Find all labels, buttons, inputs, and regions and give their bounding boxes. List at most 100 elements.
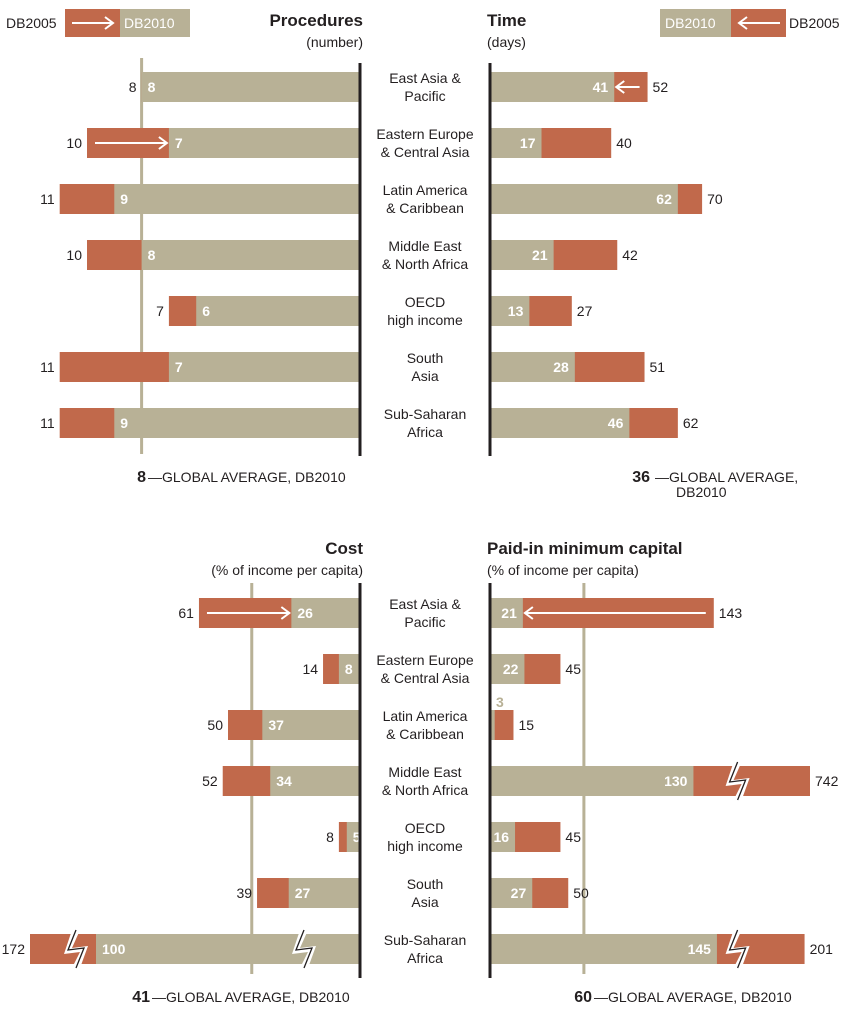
legend-left-from-label: DB2005 [6,15,57,31]
data-label-db2005: 27 [577,303,593,319]
bar-db2010 [490,598,523,628]
global-average-value: 60 [574,989,592,1006]
data-label-db2005: 14 [302,661,318,677]
data-label-db2005: 42 [622,247,638,263]
data-label-db2005: 8 [129,79,137,95]
bar-row: 130 742 [490,761,839,801]
data-label-db2005: 50 [573,885,589,901]
global-average-value: 41 [132,989,150,1006]
data-label-db2010: 9 [120,191,128,207]
bar-row: 9 11 [40,408,360,438]
data-label-db2005: 50 [207,717,223,733]
data-label-db2005: 8 [326,829,334,845]
change-arrowhead-icon [280,606,292,620]
data-label-db2010: 6 [202,303,210,319]
region-labels: East Asia & Pacific Eastern Europe & Centra… [376,70,473,966]
bar-db2010 [490,822,516,852]
global-average-label: —GLOBAL AVERAGE, DB2010 [152,989,350,1005]
bar-db2010 [490,72,615,102]
region-label-sub-saharan-africa: Sub-Saharan Africa [384,932,467,966]
data-label-db2010: 27 [511,885,527,901]
bar-db2010 [490,654,525,684]
global-average-value: 8 [137,469,146,486]
legend-left: DB2005 DB2010 [6,9,190,37]
bar-row: 7 11 [40,352,360,382]
bar-db2010 [338,654,360,684]
bar-row: 62 70 [490,184,723,214]
legend-right-arrowhead-icon [737,16,748,30]
panel-cost: Cost(% of income per capita)266181437503… [2,539,364,1006]
bar-row: 21 42 [490,240,638,270]
data-label-db2010: 26 [297,605,313,621]
data-label-db2010: 8 [148,79,156,95]
bar-row: 13 27 [490,296,593,326]
legend-right-to-label: DB2005 [789,15,840,31]
data-label-db2010: 145 [688,941,712,957]
legend-right: DB2010 DB2005 [660,9,840,37]
data-label-db2005: 172 [2,941,26,957]
data-label-db2005: 742 [815,773,839,789]
data-label-db2005: 11 [40,415,55,431]
global-average-label: —GLOBAL AVERAGE, DB2010 [148,469,346,485]
region-label-east-asia-pacific: East Asia & Pacific [389,596,461,630]
data-label-db2010: 7 [175,135,183,151]
panel-subtitle: (days) [487,34,526,50]
global-average-label: —GLOBAL AVERAGE, DB2010 [594,989,792,1005]
data-label-db2010: 27 [295,885,311,901]
global-average-label-2: DB2010 [676,484,727,500]
bar-db2010 [114,184,360,214]
data-label-db2005: 143 [719,605,743,621]
bar-db2010 [96,934,360,964]
bar-row: 27 50 [490,878,589,908]
data-label-db2010: 9 [120,415,128,431]
bar-db2010 [168,352,360,382]
data-label-db2005: 70 [707,191,723,207]
global-average-value: 36 [632,469,650,486]
legend-left-to-label: DB2010 [124,15,175,31]
data-label-db2005: 62 [683,415,699,431]
bar-db2005 [490,710,514,740]
data-label-db2010: 13 [508,303,524,319]
bar-row: 9 11 [40,184,360,214]
data-label-db2005: 52 [202,773,218,789]
data-label-db2010: 3 [496,694,504,710]
data-label-db2010: 16 [493,829,509,845]
data-label-db2005: 39 [236,885,252,901]
bar-db2010 [490,352,575,382]
region-label-oecd-high-income: OECD high income [387,294,463,328]
data-label-db2005: 45 [565,661,581,677]
bar-db2010 [490,766,694,796]
panel-title: Procedures [269,11,363,30]
bar-row: 58 [326,822,361,852]
data-label-db2005: 7 [156,303,164,319]
data-label-db2005: 11 [40,191,55,207]
bar-row: 34 52 [202,766,360,796]
bar-db2010 [490,240,554,270]
legend-right-from-label: DB2010 [665,15,716,31]
region-label-middle-east-north-africa: Middle East & North Africa [382,764,469,798]
bar-row: 8 14 [302,654,360,684]
bar-db2010 [490,296,530,326]
bar-db2010 [196,296,360,326]
bar-db2010 [288,878,360,908]
bar-db2010 [114,408,360,438]
data-label-db2010: 46 [608,415,624,431]
bar-row: 67 [156,296,360,326]
data-label-db2005: 61 [178,605,194,621]
bar-row: 88 [129,72,360,102]
region-label-east-asia-pacific: East Asia & Pacific [389,70,461,104]
data-label-db2005: 51 [650,359,666,375]
panel-title: Paid-in minimum capital [487,539,683,558]
bar-db2010 [141,72,360,102]
region-label-oecd-high-income: OECD high income [387,820,463,854]
axis-break-zigzag-icon [294,929,314,969]
data-label-db2010: 41 [593,79,609,95]
data-label-db2010: 7 [175,359,183,375]
bar-row: 21 143 [490,598,742,628]
data-label-db2010: 21 [501,605,517,621]
change-arrowhead-icon [523,606,534,620]
bar-row: 22 45 [490,654,581,684]
data-label-db2010: 37 [268,717,284,733]
